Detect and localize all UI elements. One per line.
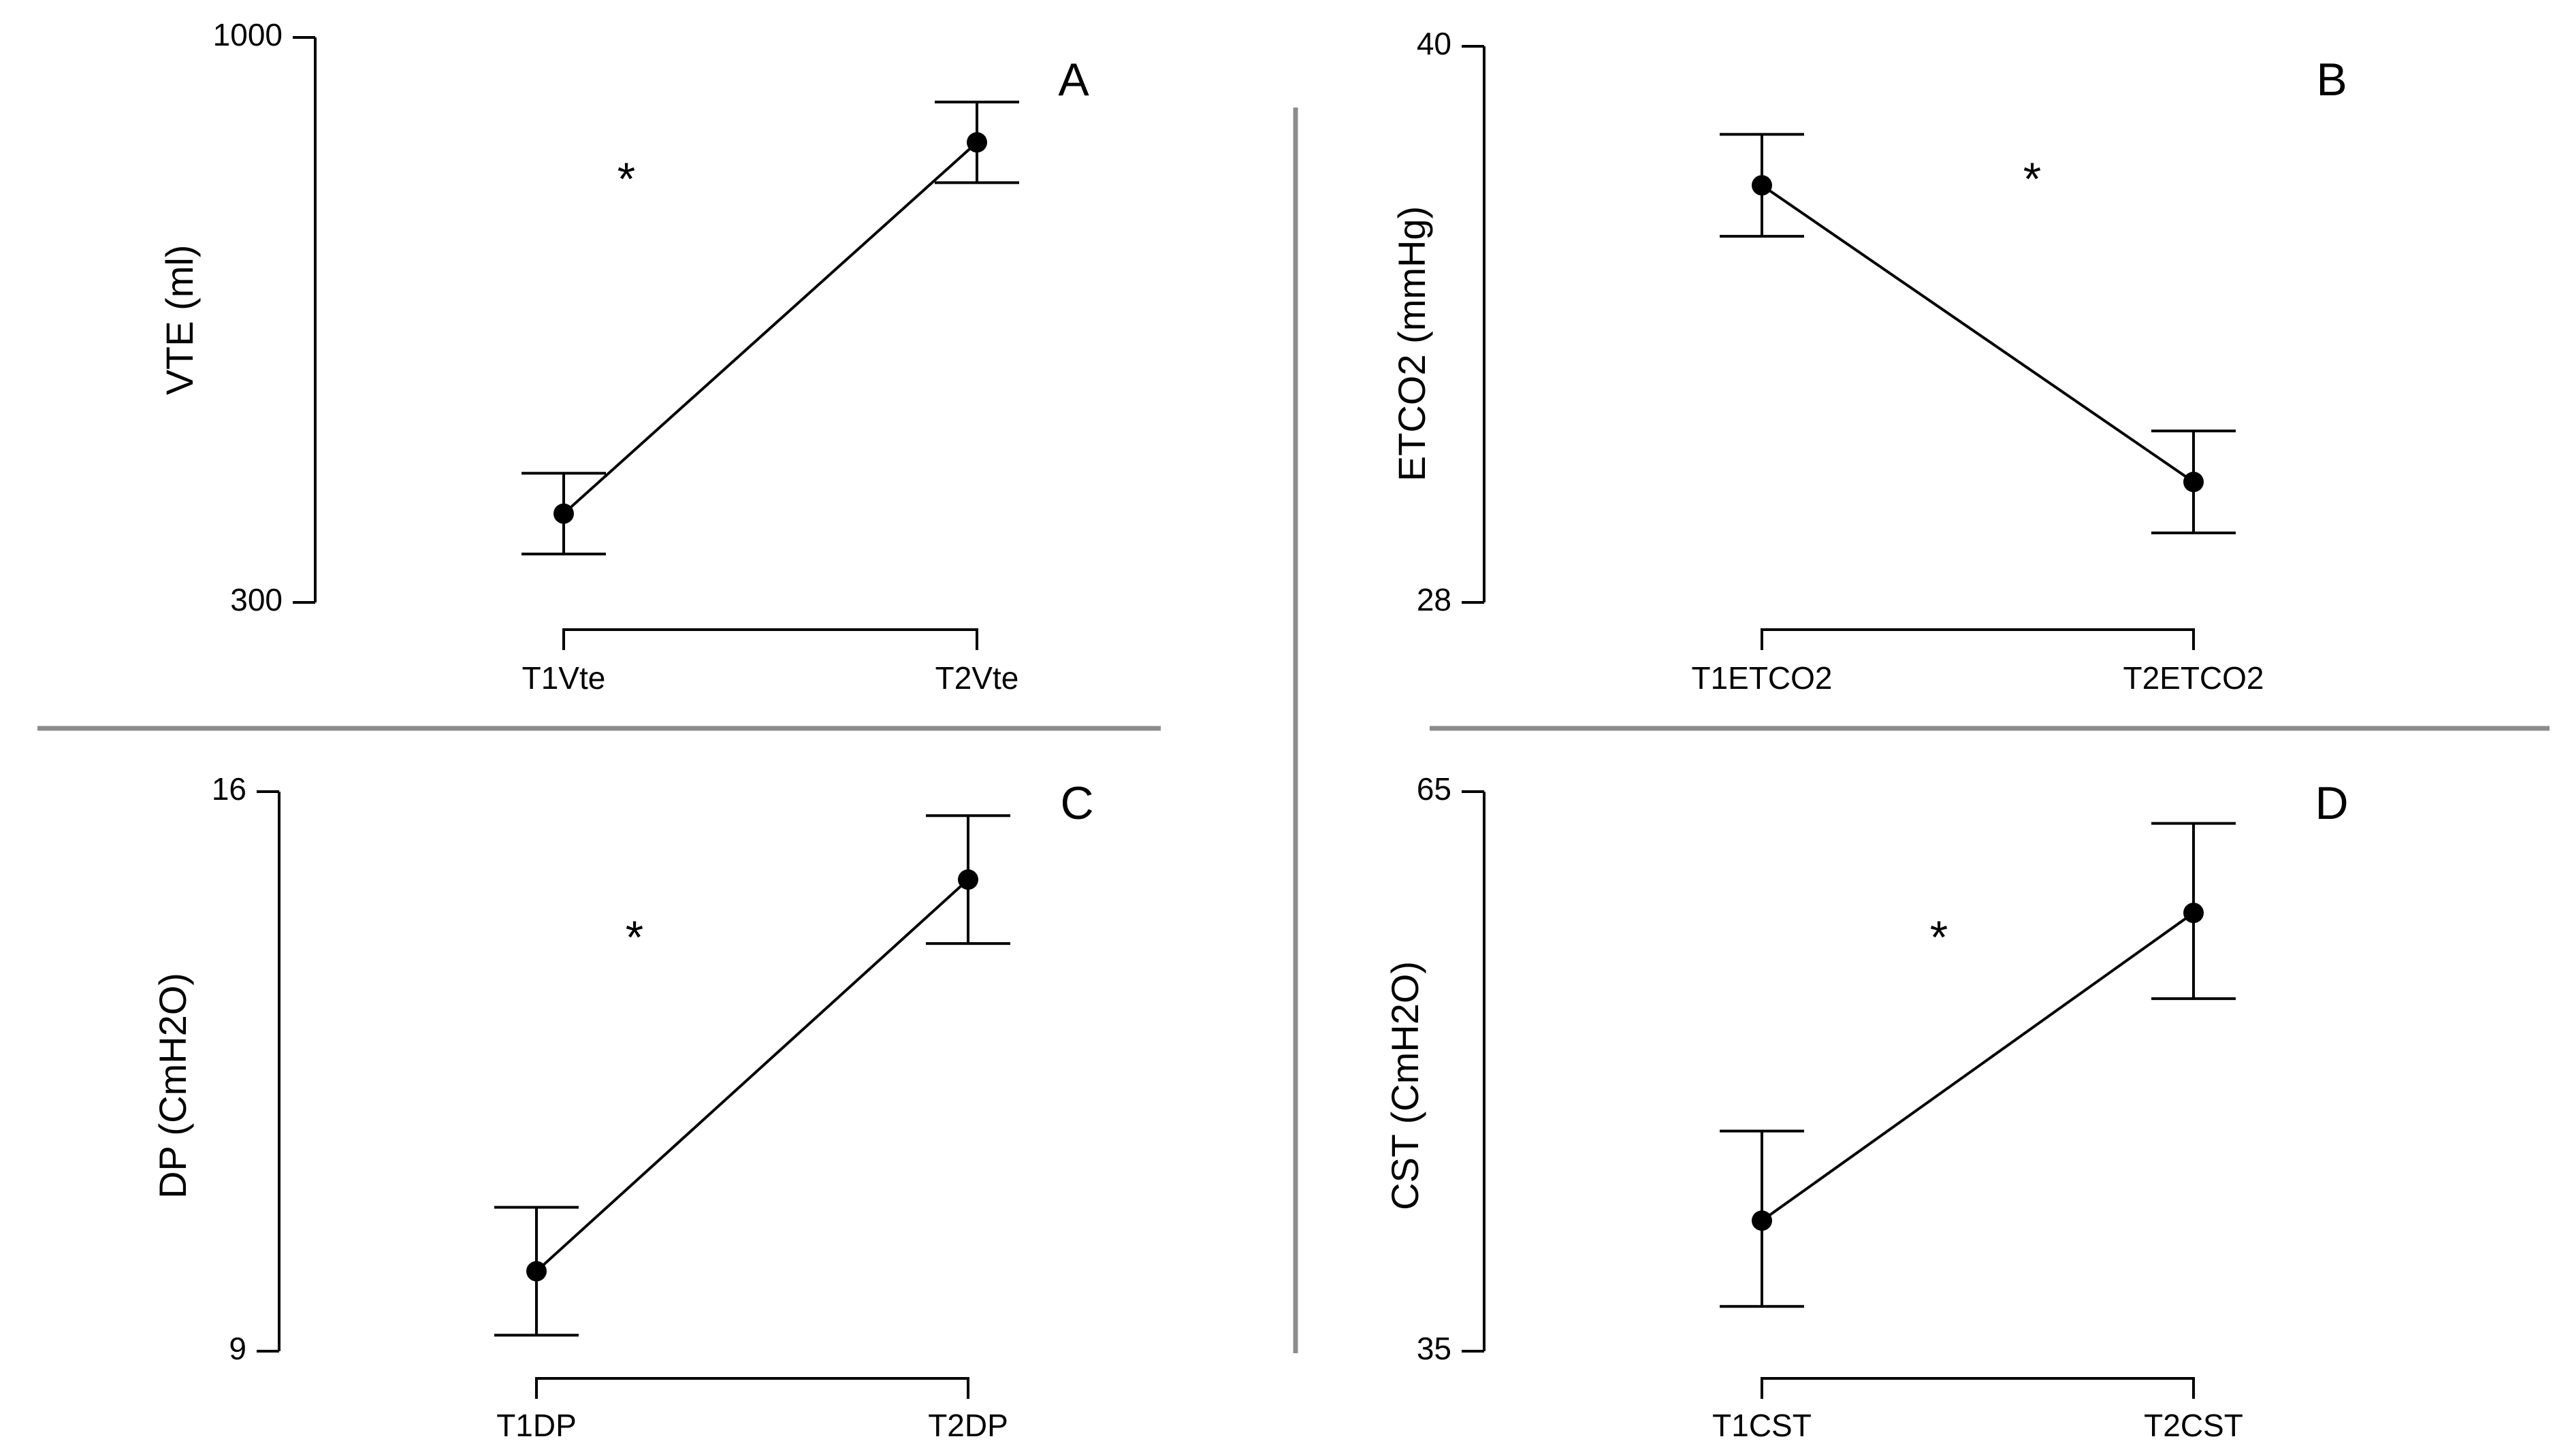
series-line <box>562 141 978 515</box>
data-point <box>1752 1210 1772 1231</box>
significance-marker: * <box>2023 153 2041 205</box>
y-tick-label-bottom: 300 <box>230 582 283 617</box>
y-axis-title: DP (CmH2O) <box>151 973 194 1199</box>
x-axis-bracket <box>562 628 978 650</box>
data-point <box>553 503 574 524</box>
significance-marker: * <box>1930 911 1948 963</box>
x-category-label-1: T1Vte <box>522 660 606 696</box>
data-point <box>1752 175 1772 196</box>
panel-letter: D <box>2315 777 2348 829</box>
data-point <box>526 1261 547 1282</box>
panel-b: 40 28 ETCO2 (mmHg) T1ETCO2 T2ETCO2 B * <box>1390 26 2347 696</box>
series-line <box>1761 184 2195 483</box>
y-tick-label-bottom: 35 <box>1417 1331 1451 1366</box>
panel-d: 65 35 CST (CmH2O) T1CST T2CST D * <box>1383 771 2349 1443</box>
x-category-label-2: T2DP <box>928 1408 1008 1443</box>
data-point <box>2183 471 2204 492</box>
series-line <box>1761 911 2195 1222</box>
y-tick-label-bottom: 28 <box>1417 582 1451 617</box>
series-line <box>535 878 969 1273</box>
x-category-label-2: T2Vte <box>935 660 1019 696</box>
x-category-label-1: T1CST <box>1712 1408 1812 1443</box>
data-marks <box>1720 133 2236 534</box>
x-category-label-1: T1DP <box>496 1408 577 1443</box>
panel-letter: C <box>1060 777 1093 829</box>
data-point <box>958 869 978 890</box>
y-tick-label-top: 40 <box>1417 26 1451 61</box>
x-axis-bracket <box>535 1377 969 1399</box>
panel-c: 16 9 DP (CmH2O) T1DP T2DP C * <box>151 771 1094 1443</box>
x-category-label-2: T2CST <box>2144 1408 2243 1443</box>
y-axis-title: ETCO2 (mmHg) <box>1390 206 1433 481</box>
y-axis-title: VTE (ml) <box>158 245 201 395</box>
data-point <box>2183 903 2204 924</box>
x-axis-bracket <box>1761 1377 2195 1399</box>
data-marks <box>1720 822 2236 1308</box>
panel-letter: A <box>1058 54 1089 106</box>
x-axis-bracket <box>1761 628 2195 650</box>
x-category-label-1: T1ETCO2 <box>1691 660 1832 696</box>
y-tick-label-bottom: 9 <box>229 1331 246 1366</box>
panel-a: 1000 300 VTE (ml) T1Vte T2Vte A * <box>158 17 1090 696</box>
data-point <box>967 132 987 153</box>
y-tick-label-top: 1000 <box>213 17 283 52</box>
y-axis-title: CST (CmH2O) <box>1383 961 1426 1210</box>
data-marks <box>494 814 1010 1337</box>
panel-letter: B <box>2316 54 2347 106</box>
x-category-label-2: T2ETCO2 <box>2123 660 2264 696</box>
y-tick-label-top: 65 <box>1417 771 1451 807</box>
significance-marker: * <box>617 153 635 205</box>
data-marks <box>521 100 1019 555</box>
y-tick-label-top: 16 <box>212 771 246 807</box>
significance-marker: * <box>626 911 643 963</box>
